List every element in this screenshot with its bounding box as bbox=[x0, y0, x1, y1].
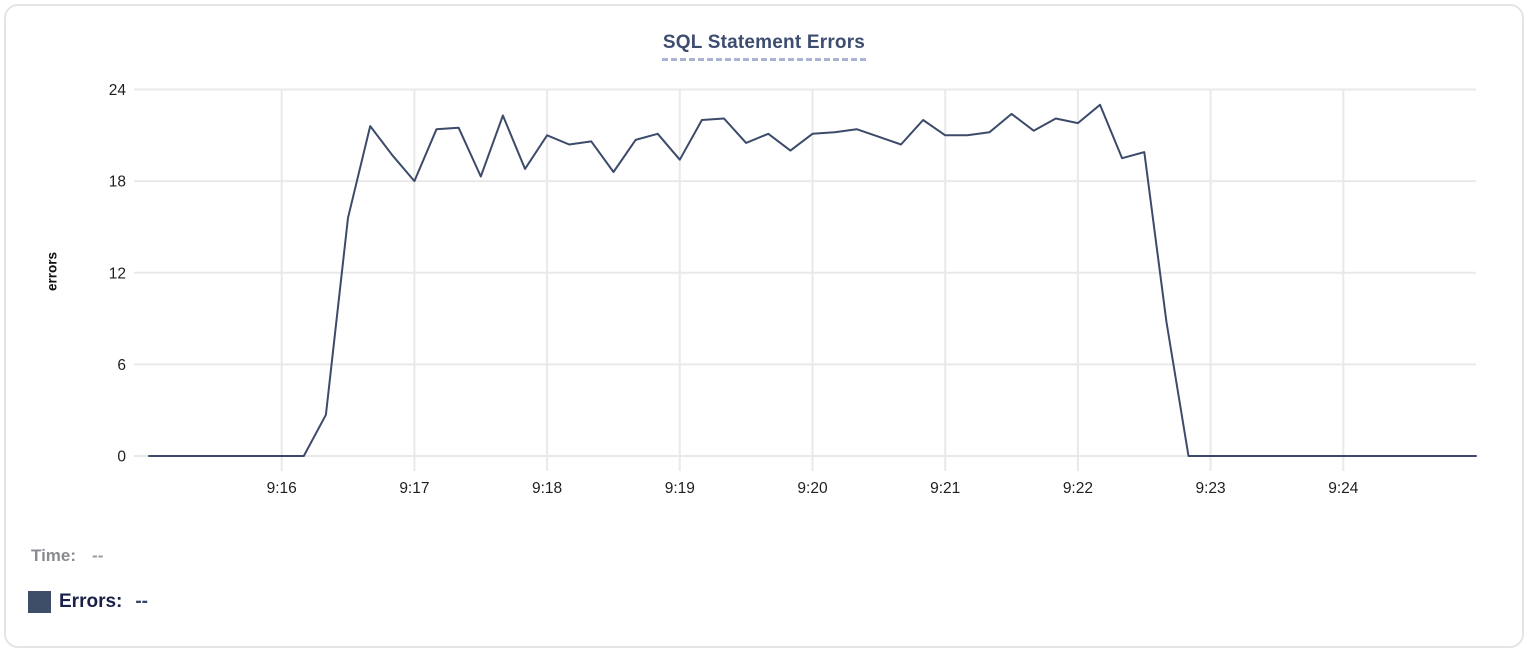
x-tick-label: 9:17 bbox=[399, 480, 429, 497]
y-tick-label: 0 bbox=[117, 449, 126, 466]
x-tick-label: 9:16 bbox=[267, 480, 297, 497]
chart-plot: 0 6 12 18 24 9:16 9:17 9:18 9:19 9:20 9:21 9:22 9:23… bbox=[109, 82, 1477, 497]
tooltip-time-row: Time: -- bbox=[31, 546, 103, 566]
tooltip-time-value: -- bbox=[92, 546, 104, 565]
y-tick-label: 6 bbox=[117, 357, 126, 374]
x-tick-label: 9:24 bbox=[1328, 480, 1359, 497]
x-tick-label: 9:21 bbox=[930, 480, 960, 497]
x-tick-label: 9:23 bbox=[1196, 480, 1226, 497]
tooltip-time-label: Time: bbox=[31, 546, 77, 565]
errors-line-series bbox=[148, 103, 1477, 457]
y-tick-label: 12 bbox=[109, 265, 126, 282]
chart-title[interactable]: SQL Statement Errors bbox=[661, 32, 867, 61]
tooltip-errors-row: Errors: -- bbox=[28, 591, 148, 613]
x-tick-label: 9:18 bbox=[532, 480, 562, 497]
y-tick-label: 18 bbox=[109, 174, 126, 191]
y-tick-label: 24 bbox=[109, 82, 127, 99]
errors-series-swatch-icon bbox=[28, 591, 51, 613]
y-axis-title: errors bbox=[44, 251, 60, 292]
x-tick-label: 9:22 bbox=[1063, 480, 1093, 497]
x-tick-label: 9:20 bbox=[797, 480, 828, 497]
chart-card: 0 6 12 18 24 9:16 9:17 9:18 9:19 9:20 9:21 9:22 9:23… bbox=[4, 4, 1524, 648]
plot-area[interactable] bbox=[149, 90, 1476, 457]
chart-title-row: SQL Statement Errors bbox=[6, 32, 1522, 61]
tooltip-errors-value: -- bbox=[135, 591, 149, 612]
x-tick-label: 9:19 bbox=[665, 480, 695, 497]
tooltip-errors-label: Errors: bbox=[59, 591, 123, 612]
